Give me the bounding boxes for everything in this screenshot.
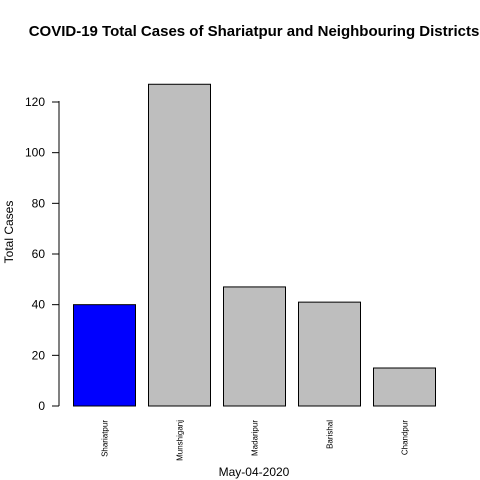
x-tick-label-shariatpur: Shariatpur xyxy=(101,420,110,457)
x-tick-label-barishal: Barishal xyxy=(326,420,335,449)
y-tick-label: 20 xyxy=(32,348,46,362)
y-tick-label: 100 xyxy=(25,146,45,160)
x-tick-label-chandpur: Chandpur xyxy=(401,420,410,455)
y-tick-label: 0 xyxy=(38,399,45,413)
x-category-labels: Shariatpur Munshiganj Madaripur Barishal Cha… xyxy=(101,420,410,461)
bar-shariatpur xyxy=(73,304,136,407)
x-tick-label-munshiganj: Munshiganj xyxy=(176,420,185,461)
bar-barishal xyxy=(298,301,361,407)
y-tick-label: 80 xyxy=(32,196,46,210)
bar-munshiganj xyxy=(148,83,211,407)
y-axis: 0 20 40 60 80 100 120 xyxy=(25,95,60,413)
x-tick-label-madaripur: Madaripur xyxy=(251,420,260,456)
bar-chandpur xyxy=(373,367,436,407)
y-tick-label: 40 xyxy=(32,298,46,312)
x-axis-title: May-04-2020 xyxy=(219,465,290,479)
y-axis-title: Total Cases xyxy=(2,201,16,264)
y-tick-label: 60 xyxy=(32,247,46,261)
chart-title: COVID-19 Total Cases of Shariatpur and N… xyxy=(29,23,480,40)
bars-group xyxy=(73,83,436,407)
y-tick-label: 120 xyxy=(25,95,45,109)
bar-madaripur xyxy=(223,286,286,407)
